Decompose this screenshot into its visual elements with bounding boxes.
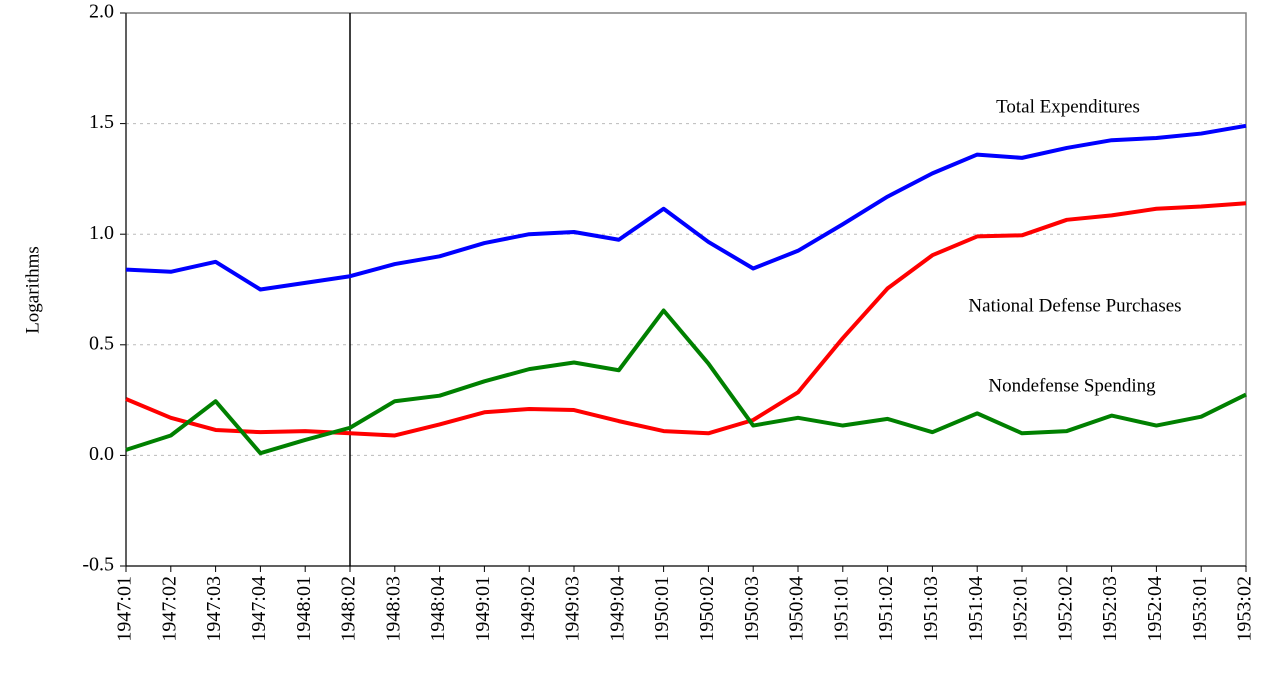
y-tick-label: 2.0 <box>89 1 114 23</box>
x-tick-label: 1952:01 <box>1010 576 1032 642</box>
x-tick-label: 1947:03 <box>203 576 225 642</box>
x-tick-label: 1949:03 <box>562 576 584 642</box>
x-tick-label: 1950:02 <box>696 576 718 642</box>
x-tick-label: 1947:01 <box>114 576 136 642</box>
x-tick-label: 1948:04 <box>427 576 449 642</box>
x-tick-label: 1947:04 <box>248 576 270 642</box>
x-tick-label: 1951:04 <box>965 576 987 642</box>
x-tick-label: 1948:03 <box>382 576 404 642</box>
x-tick-label: 1953:02 <box>1234 576 1256 642</box>
x-tick-label: 1952:04 <box>1144 576 1166 642</box>
x-tick-label: 1951:01 <box>830 576 852 642</box>
x-tick-label: 1949:02 <box>517 576 539 642</box>
x-tick-label: 1950:04 <box>786 576 808 642</box>
y-tick-label: 1.5 <box>89 111 114 133</box>
y-tick-label: -0.5 <box>82 554 114 576</box>
x-tick-label: 1949:01 <box>472 576 494 642</box>
x-tick-label: 1950:01 <box>651 576 673 642</box>
x-tick-label: 1947:02 <box>158 576 180 642</box>
series-label: National Defense Purchases <box>968 295 1181 316</box>
series-line <box>125 308 1247 456</box>
x-tick-label: 1948:01 <box>293 576 315 642</box>
y-tick-label: 0.5 <box>89 332 114 354</box>
x-tick-label: 1951:03 <box>920 576 942 642</box>
x-tick-label: 1952:03 <box>1099 576 1121 642</box>
series-label: Total Expenditures <box>996 96 1140 117</box>
x-tick-label: 1950:03 <box>741 576 763 642</box>
x-tick-label: 1951:02 <box>875 576 897 642</box>
y-tick-label: 1.0 <box>89 222 114 244</box>
x-tick-label: 1952:02 <box>1054 576 1076 642</box>
x-tick-label: 1948:02 <box>338 576 360 642</box>
y-tick-label: 0.0 <box>89 443 114 465</box>
series-line <box>125 123 1247 292</box>
x-tick-label: 1953:01 <box>1189 576 1211 642</box>
series-label: Nondefense Spending <box>988 375 1156 396</box>
series-line <box>125 201 1247 438</box>
y-axis-label: Logarithms <box>22 246 43 334</box>
x-tick-label: 1949:04 <box>606 576 628 642</box>
